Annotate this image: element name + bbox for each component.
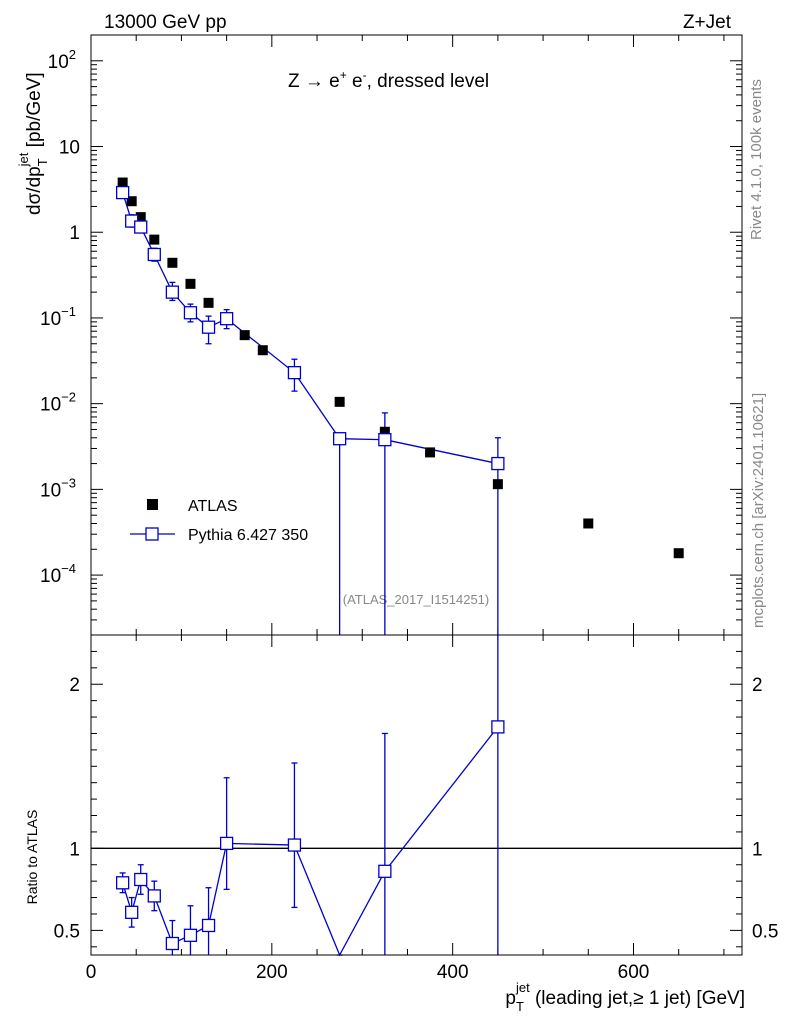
ratio-point: [125, 905, 139, 919]
atlas-point: [117, 177, 128, 188]
atlas-point: [203, 297, 214, 308]
atlas-point: [126, 196, 137, 207]
x-axis-label: pTjet (leading jet,≥ 1 jet) [GeV]: [505, 980, 745, 1014]
mc-line: [122, 192, 499, 465]
main-ylabel: dσ/dpTjet [pb/GeV]: [16, 72, 50, 215]
ratio-point: [147, 889, 161, 903]
ratio-point: [165, 936, 180, 951]
atlas-point: [334, 396, 345, 407]
process-label: Z → e+ e-, dressed level: [288, 68, 489, 92]
legend-mc-marker: [145, 527, 159, 541]
ratio-point: [491, 720, 505, 734]
atlas-point: [257, 345, 268, 356]
atlas-point: [673, 548, 684, 559]
legend-data-label: ATLAS: [188, 498, 238, 515]
ratio-point: [201, 918, 216, 933]
ratio-plot-frame: [90, 634, 743, 956]
atlas-point: [492, 479, 503, 490]
x-tick-label: 600: [618, 962, 650, 983]
ratio-point: [287, 838, 302, 852]
atlas-point: [583, 518, 594, 529]
ratio-ylabel: Ratio to ATLAS: [24, 810, 40, 905]
main-y-tick-label: 10−2: [40, 390, 76, 416]
ratio-point: [219, 836, 234, 851]
mc-point: [165, 285, 180, 299]
mc-point: [287, 366, 302, 380]
mc-point: [134, 220, 148, 234]
atlas-point: [185, 278, 196, 289]
main-y-tick-label: 102: [48, 47, 76, 73]
x-tick-label: 400: [437, 962, 469, 983]
mc-point: [183, 306, 198, 320]
main-y-tick-label: 10−4: [40, 561, 76, 587]
ratio-point: [115, 876, 130, 890]
legend-data-marker: [147, 499, 158, 510]
main-y-tick-label: 10−3: [40, 475, 76, 501]
analysis-tag: (ATLAS_2017_I1514251): [343, 592, 489, 607]
atlas-point: [149, 234, 160, 245]
ratio-point: [183, 928, 198, 942]
x-tick-label: 0: [86, 962, 97, 983]
ratio-y-tick-label-left: 1: [69, 839, 80, 860]
ratio-point: [134, 872, 148, 887]
mc-point: [378, 433, 392, 447]
atlas-point: [239, 330, 250, 341]
ratio-y-tick-label-right: 1: [752, 839, 763, 860]
atlas-point: [135, 212, 146, 223]
mc-point: [201, 320, 216, 334]
mc-point: [115, 185, 130, 200]
atlas-point: [167, 257, 178, 268]
atlas-point: [379, 426, 390, 437]
ratio-point: [378, 864, 392, 878]
mcplots-label: mcplots.cern.ch [arXiv:2401.10621]: [750, 393, 767, 628]
rivet-label: Rivet 4.1.0, 100k events: [748, 79, 765, 240]
main-y-tick-label: 10: [59, 138, 80, 159]
mc-point: [147, 247, 161, 262]
x-tick-label: 200: [256, 962, 288, 983]
legend: ATLAS Pythia 6.427 350: [130, 498, 308, 544]
header-left: 13000 GeV pp: [104, 12, 227, 33]
mc-point: [332, 432, 347, 446]
header-right: Z+Jet: [683, 12, 732, 33]
ratio-y-tick-label-left: 0.5: [54, 921, 80, 942]
main-y-tick-label: 10−1: [40, 304, 76, 330]
ratio-y-tick-label-right: 2: [752, 675, 763, 696]
mc-point: [491, 456, 505, 471]
main-y-tick-label: 1: [69, 223, 80, 244]
legend-mc-label: Pythia 6.427 350: [188, 527, 308, 544]
ratio-y-tick-label-right: 0.5: [752, 921, 778, 942]
mc-point: [219, 312, 234, 326]
ratio-y-tick-label-left: 2: [69, 675, 80, 696]
atlas-point: [425, 447, 436, 458]
main-plot-frame: [90, 34, 743, 636]
ratio-line: [122, 726, 499, 957]
